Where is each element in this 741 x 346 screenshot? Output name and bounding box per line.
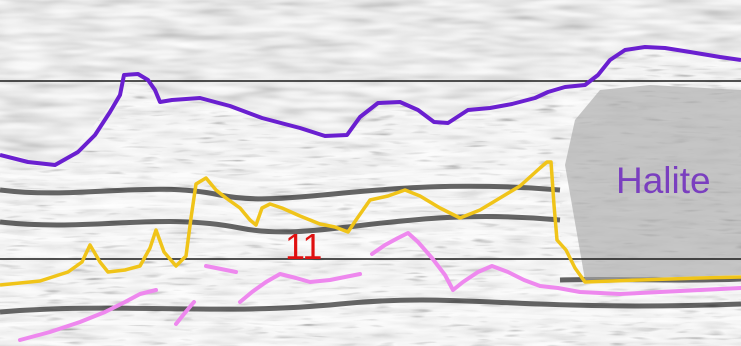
horizon-number-label: 11 [285, 226, 322, 267]
halite-label: Halite [616, 160, 711, 201]
pink-horizon-line [18, 231, 741, 342]
top-salt-horizon-line [0, 45, 741, 167]
yellow-horizon-line [0, 160, 741, 287]
halite-body [565, 85, 741, 280]
